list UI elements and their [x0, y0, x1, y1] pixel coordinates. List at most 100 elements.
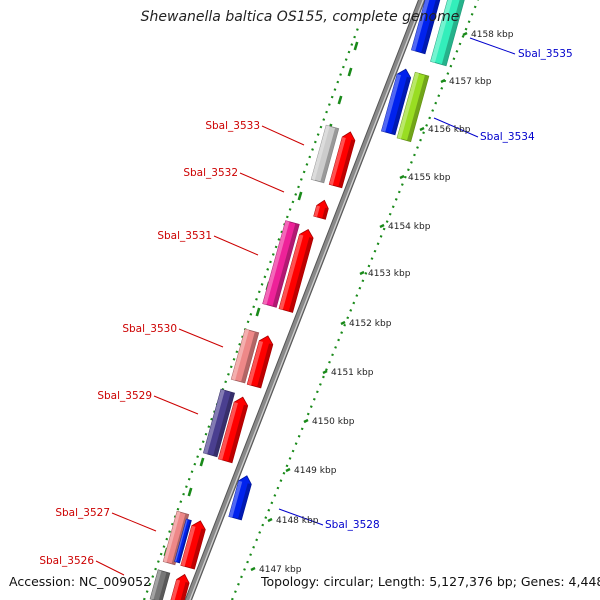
cog-box-sbal-3529-shadow — [213, 392, 235, 457]
gene-arrow-sbal-3526-highlight — [171, 579, 181, 600]
gene-arrow-sbal-3528-shadow — [237, 483, 252, 520]
cog-box-sbal-3533 — [310, 124, 340, 184]
gene-arrow-sbal-3529-highlight — [218, 402, 238, 460]
cog-box-sbal-3531 — [262, 220, 300, 308]
cog-box-sbal-3527 — [162, 510, 190, 566]
gene-arrow-sbal-3535 — [411, 0, 441, 55]
scale-tick-mark — [440, 78, 446, 84]
backbone-highlight — [189, 0, 424, 600]
gene-arrow-sbal-3531 — [278, 228, 314, 313]
cog-box-sbal-3535-shadow — [441, 0, 465, 66]
accession-text: Accession: NC_009052 — [9, 574, 152, 589]
scale-tick-mark — [340, 320, 346, 326]
gene-arrow-sbal-3529-shadow — [228, 404, 248, 463]
gene-label-leader — [469, 37, 516, 55]
genome-summary-text: Topology: circular; Length: 5,127,376 bp… — [261, 574, 600, 589]
gene-arrow-sbal-3528-highlight — [228, 480, 243, 518]
dotted-guides — [142, 0, 480, 600]
gene-label-sbal-3530: Sbal_3530 — [122, 323, 224, 348]
gene-features — [149, 0, 465, 600]
cog-box-sbal-3533-highlight — [311, 125, 330, 181]
gene-arrow-sbal-3526-shadow — [180, 582, 190, 600]
gene-arrow-sbal-3531-shadow — [288, 237, 314, 313]
scale-tick-mark — [399, 174, 405, 180]
gene-label-leader — [95, 560, 125, 576]
cog-box-sbal-3529 — [203, 388, 235, 458]
gene-arrow-sbal-3533-shadow — [338, 139, 355, 188]
gene-arrow-sbal-3527 — [180, 520, 206, 570]
guide-dash — [347, 67, 353, 77]
cog-box-sbal-3527-highlight — [163, 511, 181, 563]
gene-label-text: Sbal_3534 — [480, 131, 535, 143]
gene-label-text: Sbal_3533 — [205, 120, 260, 132]
inner-dotted-guide — [142, 27, 360, 600]
scale-tick-label: 4153 kbp — [368, 269, 411, 279]
scale-tick-label: 4149 kbp — [294, 466, 337, 476]
guide-dash — [187, 487, 193, 497]
cog-box-sbal-3530-highlight — [231, 329, 249, 381]
cog-box-sbal-3533-shadow — [320, 127, 339, 183]
gene-label-text: Sbal_3530 — [122, 323, 177, 335]
cog-box-sbal-3530-shadow — [241, 331, 259, 383]
cog-box-sbal-3535-highlight — [430, 0, 453, 63]
cog-box-sbal-3531-highlight — [262, 220, 290, 305]
cog-box-sbal-3534-shadow — [406, 75, 429, 142]
gene-label-sbal-3531: Sbal_3531 — [157, 230, 259, 256]
gene-label-text: Sbal_3532 — [183, 167, 238, 179]
gene-label-text: Sbal_3529 — [97, 390, 152, 402]
gene-arrow-sbal-3534 — [381, 68, 412, 136]
cog-box-sbal-3534 — [396, 71, 430, 143]
scale-tick-label: 4147 kbp — [259, 565, 302, 575]
gene-label-leader — [153, 395, 199, 415]
gene-labels: Sbal_3535 Sbal_3534 Sbal_3533 Sbal_3532 Sbal… — [39, 37, 573, 576]
scale-tick-mark — [359, 270, 365, 276]
scale-tick-mark — [250, 566, 256, 572]
scale-tick-label: 4157 kbp — [449, 77, 492, 87]
cog-box-sbal-3527-body — [162, 510, 190, 566]
backbone-core — [185, 0, 425, 600]
gene-arrow-sbal-3527-shadow — [190, 528, 206, 569]
gene-arrow-sbal-3529 — [218, 396, 249, 464]
gene-label-sbal-3535: Sbal_3535 — [469, 37, 573, 60]
gene-label-text: Sbal_3528 — [325, 519, 380, 531]
gene-label-text: Sbal_3535 — [518, 48, 573, 60]
gene-label-leader — [239, 172, 285, 193]
cog-box-sbal-3527-split-shadow — [178, 520, 192, 563]
gene-arrow-sbal-3528 — [228, 475, 252, 521]
gene-label-sbal-3529: Sbal_3529 — [97, 390, 199, 415]
gene-label-leader — [178, 328, 224, 348]
gene-arrow-sbal-3530 — [246, 335, 274, 389]
guide-dash — [297, 191, 303, 201]
cog-box-sbal-3527-split-body — [174, 518, 192, 564]
cog-box-sbal-3526 — [149, 569, 171, 600]
scale-tick-label: 4152 kbp — [349, 319, 392, 329]
scale-tick-mark — [285, 467, 291, 473]
gene-arrow-sbal-3534-shadow — [391, 76, 411, 135]
gene-arrow-sbal-3532-highlight — [313, 205, 320, 217]
scale-tick-mark — [379, 223, 385, 229]
cog-box-sbal-3531-shadow — [272, 223, 300, 308]
map-title: Shewanella baltica OS155, complete genom… — [140, 9, 460, 25]
gene-label-leader — [111, 512, 157, 532]
scale-tick-mark — [462, 31, 468, 37]
scale-tick-mark — [267, 517, 273, 523]
gene-label-text: Sbal_3526 — [39, 555, 94, 567]
gene-arrow-sbal-3534-highlight — [381, 74, 401, 132]
cog-box-sbal-3527-split-highlight — [174, 519, 188, 562]
scale-tick-label: 4155 kbp — [408, 173, 451, 183]
gene-label-sbal-3528: Sbal_3528 — [278, 508, 380, 531]
scale-tick-label: 4150 kbp — [312, 417, 355, 427]
cog-box-sbal-3529-highlight — [203, 389, 225, 454]
scale-tick-mark — [303, 418, 309, 424]
gene-arrow-sbal-3533 — [328, 131, 356, 189]
gene-label-text: Sbal_3531 — [157, 230, 212, 242]
gene-arrow-sbal-3532-shadow — [322, 207, 329, 220]
cog-box-sbal-3526-highlight — [150, 569, 162, 600]
scale-ticks: 4147 kbp 4148 kbp 4149 kbp 4150 kbp 4151 kbp… — [250, 30, 514, 575]
cog-box-sbal-3526-shadow — [158, 572, 170, 600]
guide-dash — [353, 41, 359, 51]
gene-label-leader — [433, 117, 479, 138]
scale-tick-label: 4158 kbp — [471, 30, 514, 40]
